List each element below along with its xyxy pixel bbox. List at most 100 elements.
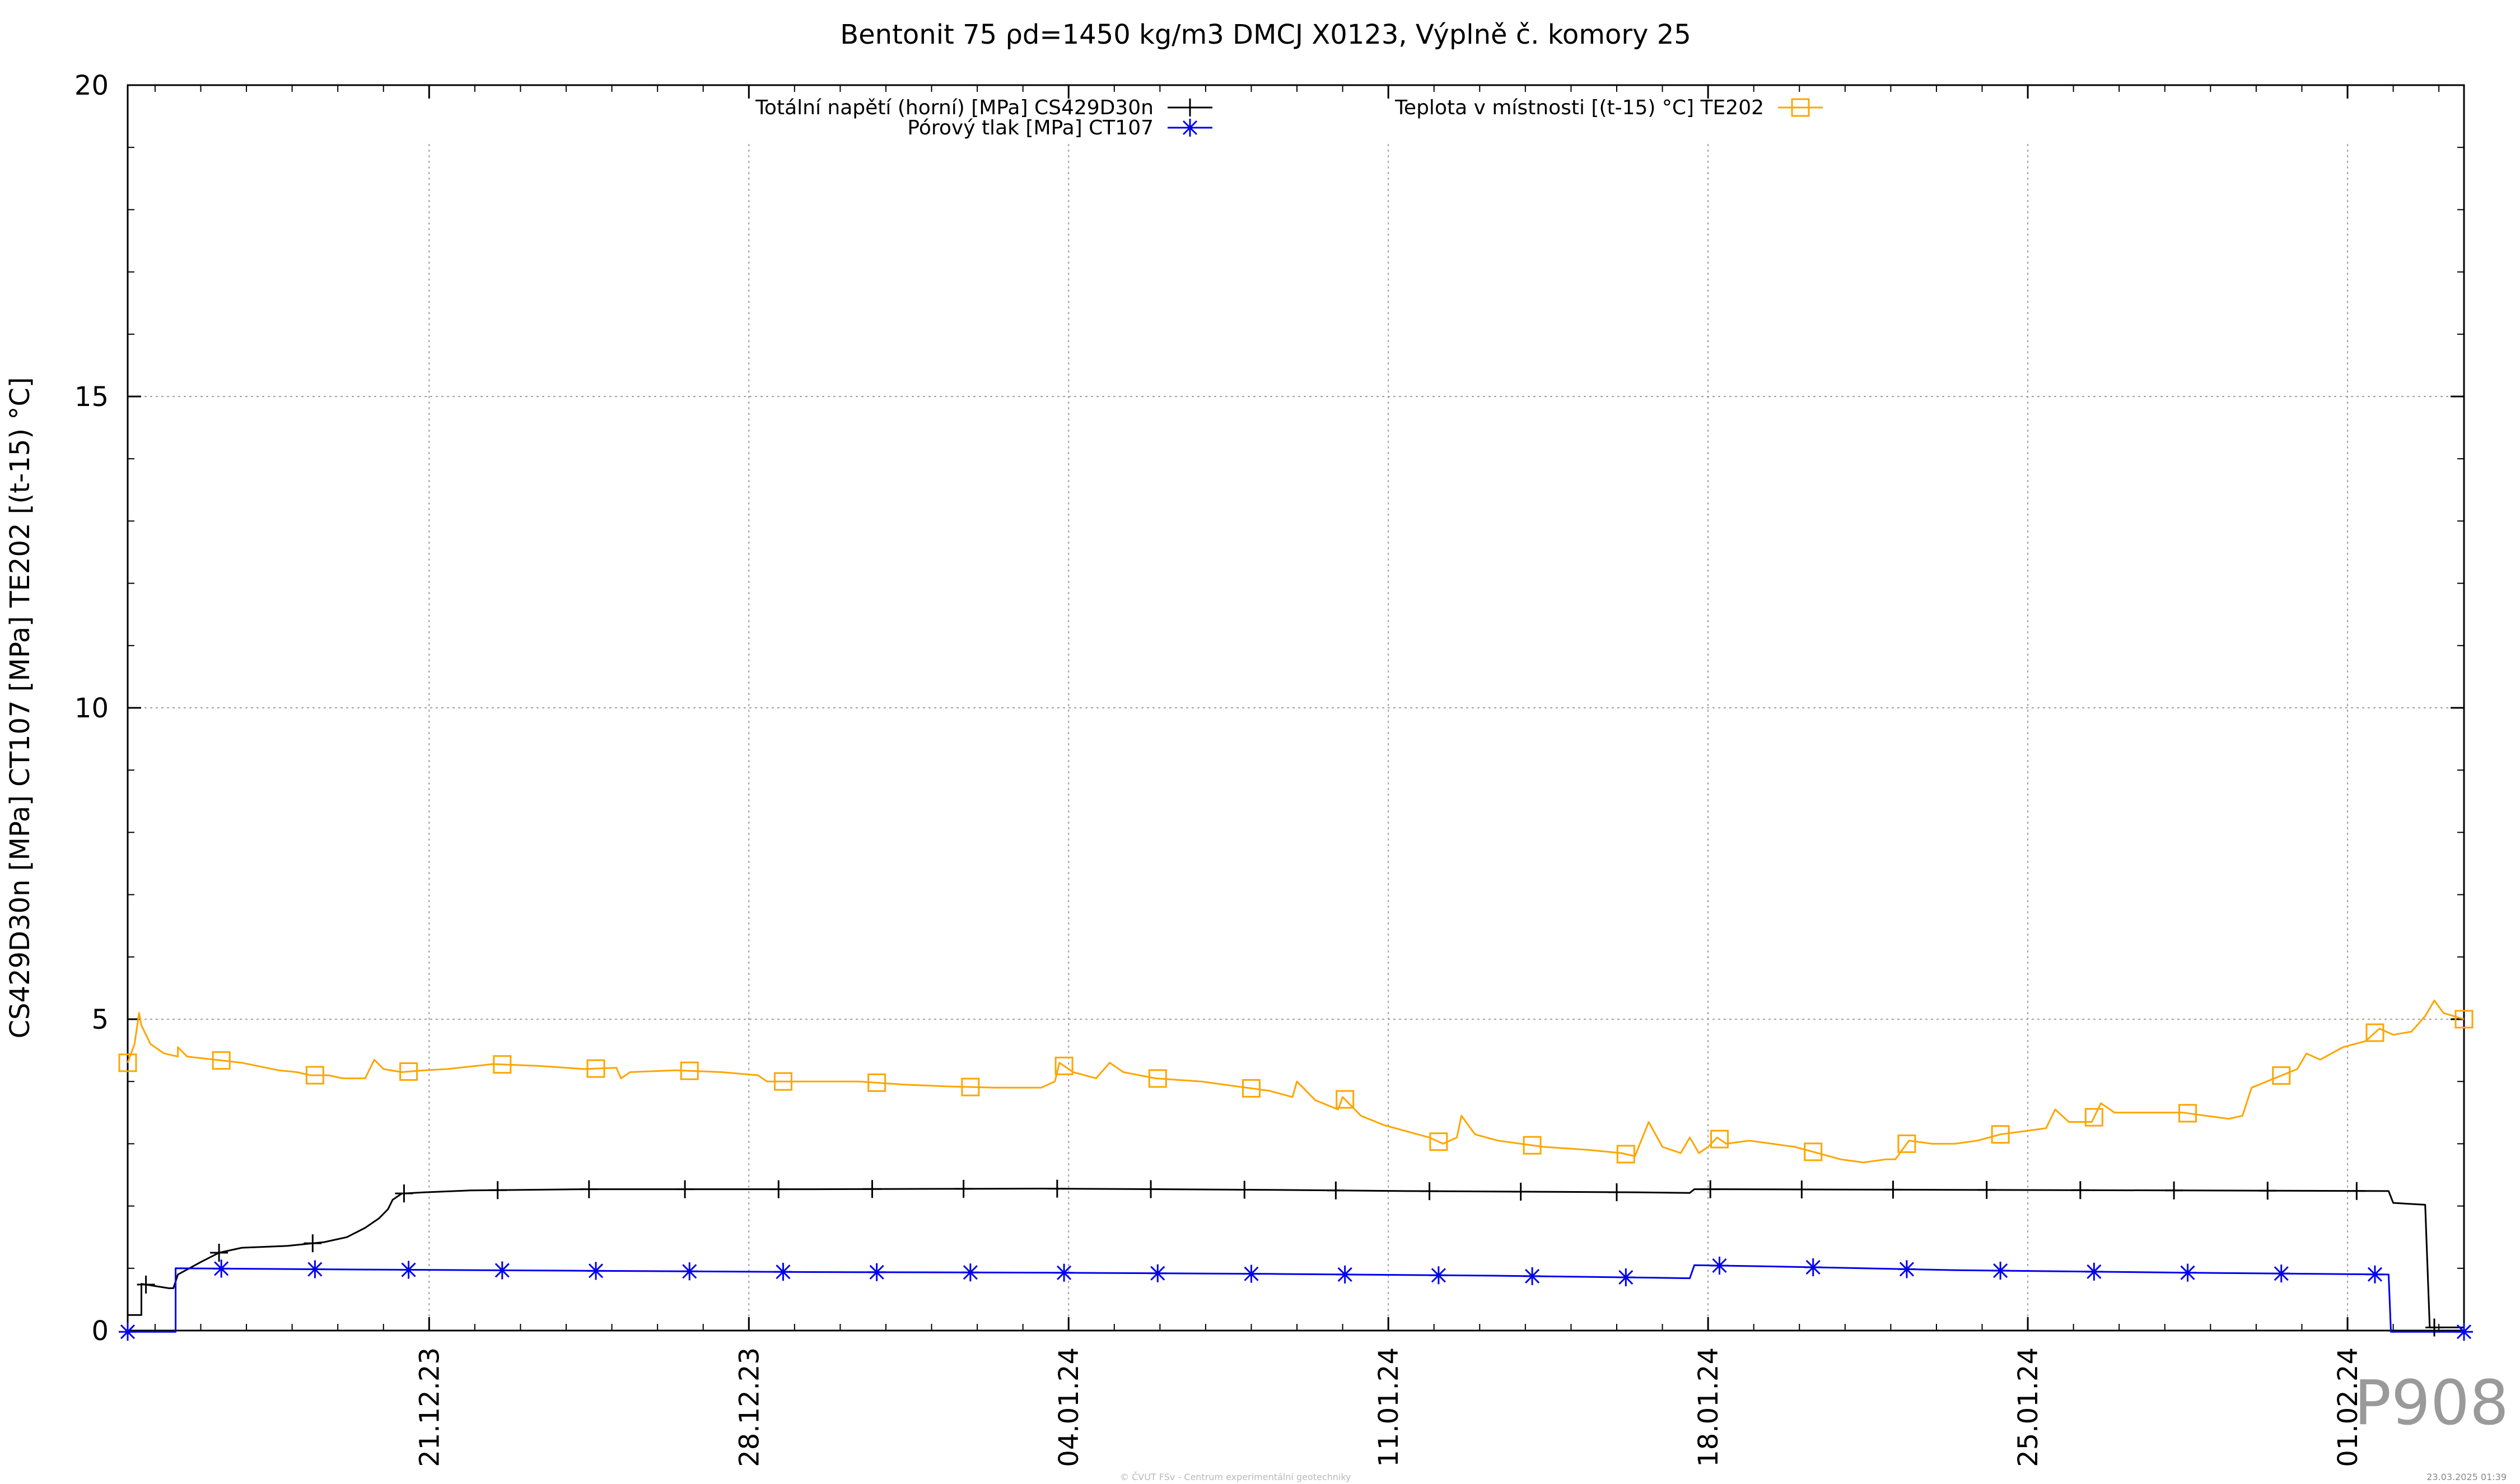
plus-marker [210,1244,228,1262]
square-marker [399,1062,418,1081]
square-marker [305,1066,324,1085]
plus-marker [1607,1183,1626,1201]
square-marker [212,1051,231,1070]
series-line [128,1264,2464,1333]
square-marker [1148,1069,1167,1088]
timestamp-footer: 23.03.2025 01:39 [2426,1472,2507,1482]
square-marker [493,1055,512,1074]
plus-marker [2071,1181,2089,1200]
x-tick-label: 21.12.23 [414,1347,445,1467]
square-marker [1523,1136,1542,1155]
plus-marker [1511,1183,1530,1201]
square-marker [1791,98,1810,117]
asterisk-marker [1897,1260,1916,1278]
legend-label: Totální napětí (horní) [MPa] CS429D30n [755,96,1154,119]
asterisk-marker [1804,1258,1822,1276]
axis-ticks [128,84,2464,1332]
legend: Totální napětí (horní) [MPa] CS429D30nPó… [755,96,1823,139]
asterisk-marker [1991,1262,2010,1280]
plus-marker [1235,1180,1254,1199]
plus-marker [1327,1181,1345,1200]
square-marker [1616,1145,1635,1164]
y-tick-label: 5 [91,1004,109,1035]
square-marker [867,1073,886,1092]
plus-marker [954,1179,973,1198]
x-tick-label: 28.12.23 [734,1347,765,1467]
plus-marker [2258,1182,2277,1200]
asterisk-marker [1336,1265,1354,1284]
square-marker [1991,1125,2010,1144]
asterisk-marker [2085,1262,2103,1281]
square-marker [1429,1132,1448,1151]
plot-frame [127,84,2465,1332]
x-tick-label: 11.01.24 [1373,1347,1404,1467]
plot-id-label: P908 [2354,1367,2509,1439]
asterisk-marker [587,1262,605,1280]
x-tick-labels: 21.12.23 28.12.23 04.01.24 11.01.24 18.01.24… [414,1347,2364,1467]
chart-grid [128,144,2464,1331]
asterisk-marker [1181,119,1199,137]
asterisk-marker [399,1261,418,1279]
square-marker [2365,1023,2384,1042]
square-marker [773,1072,792,1091]
chart-title: Bentonit 75 ρd=1450 kg/m3 DMCJ X0123, Vý… [840,19,1691,50]
y-tick-label: 10 [74,693,109,724]
y-axis-label: CS429D30n [MPa] CT107 [MPa] TE202 [(t-15… [4,377,36,1038]
plus-marker [2425,1318,2443,1337]
plus-marker [769,1180,788,1198]
asterisk-marker [493,1261,511,1280]
square-marker [1710,1130,1729,1149]
plus-marker [676,1180,694,1198]
plus-marker [1701,1180,1720,1198]
asterisk-marker [2178,1263,2197,1282]
plus-marker [2348,1182,2366,1200]
asterisk-marker [961,1263,979,1282]
asterisk-marker [2365,1265,2384,1284]
plus-marker [304,1234,322,1253]
plus-marker [1048,1179,1066,1198]
x-tick-label: 04.01.24 [1053,1347,1085,1467]
copyright-footer: © ČVUT FSv - Centrum experimentální geot… [1120,1472,1351,1482]
plus-marker [1420,1182,1439,1201]
asterisk-marker [2455,1323,2473,1341]
asterisk-marker [212,1259,231,1278]
x-tick-label: 25.01.24 [2013,1347,2044,1467]
y-tick-label: 15 [74,381,109,413]
asterisk-marker [2272,1264,2290,1283]
plus-marker [1884,1180,1902,1199]
square-marker [2084,1108,2103,1127]
y-tick-label: 20 [74,70,109,101]
square-marker [1242,1079,1261,1098]
y-tick-labels: 0 5 10 15 20 [74,70,109,1347]
asterisk-marker [867,1263,886,1281]
x-tick-label: 01.02.24 [2332,1347,2364,1467]
square-marker [1897,1134,1916,1153]
square-marker [2272,1066,2291,1085]
plus-marker [580,1180,598,1198]
plus-marker [1977,1180,1996,1199]
square-marker [1054,1056,1074,1075]
square-marker [961,1077,980,1096]
plus-marker [1793,1180,1811,1198]
asterisk-marker [680,1262,699,1281]
asterisk-marker [1429,1266,1448,1285]
plus-marker [1142,1180,1160,1198]
asterisk-marker [774,1263,792,1281]
plus-marker [137,1275,155,1294]
series-line [128,1188,2464,1328]
asterisk-marker [1710,1256,1729,1275]
x-tick-label: 18.01.24 [1693,1347,1724,1467]
square-marker [2454,1010,2474,1029]
plus-marker [395,1184,413,1203]
square-marker [118,1053,137,1072]
series-lines [127,1000,2465,1333]
plus-marker [488,1181,507,1200]
series-markers [118,1010,2474,1341]
asterisk-marker [119,1323,137,1341]
plus-marker [2165,1181,2183,1200]
legend-label: Pórový tlak [MPa] CT107 [907,116,1154,139]
square-marker [1804,1142,1823,1161]
square-marker [1336,1090,1355,1109]
legend-label: Teplota v místnosti [(t-15) °C] TE202 [1394,96,1764,119]
